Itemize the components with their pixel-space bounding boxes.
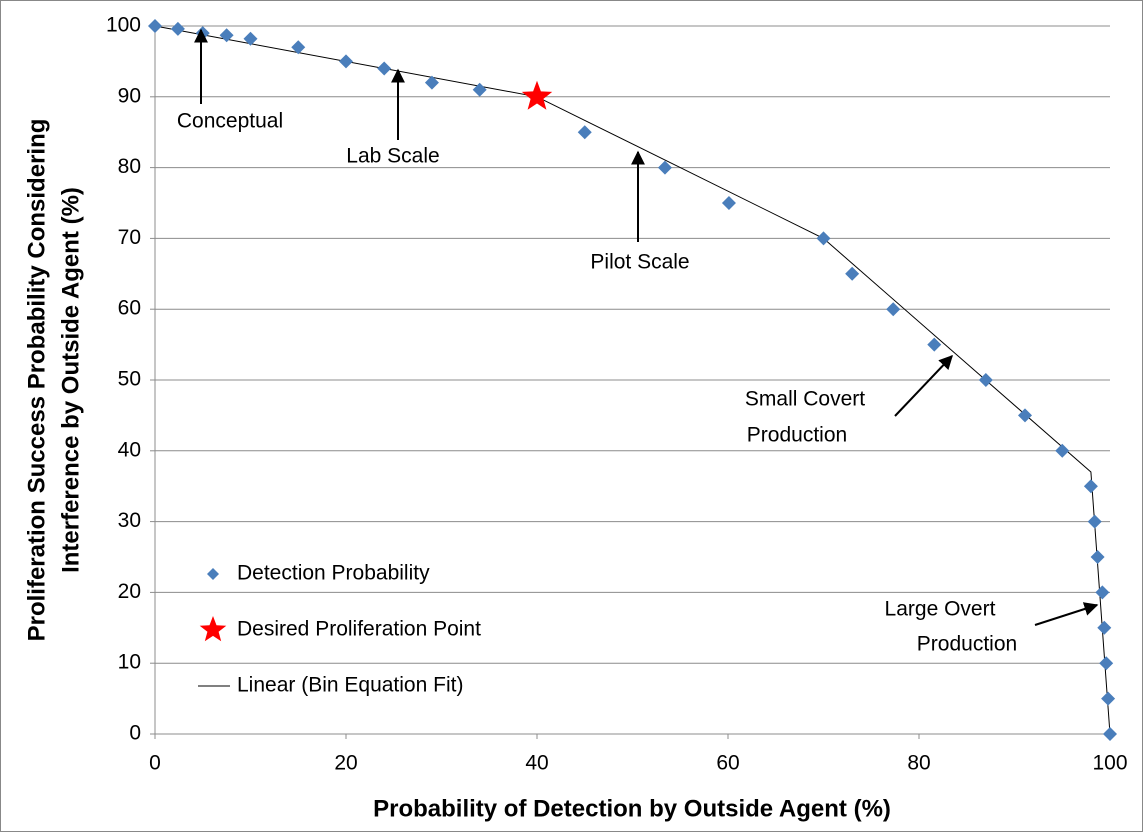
x-tick-label: 100	[1092, 752, 1127, 775]
diamond-point	[816, 231, 831, 246]
y-axis-title-line: Interference by Outside Agent (%)	[57, 187, 84, 573]
x-axis-title: Probability of Detection by Outside Agen…	[373, 795, 891, 822]
diamond-point	[1083, 479, 1098, 494]
legend-swatch	[207, 568, 219, 580]
diamond-point	[243, 31, 258, 46]
legend-swatch	[199, 616, 227, 642]
diamond-point	[978, 373, 993, 387]
y-tick-label: 10	[118, 651, 141, 674]
x-tick-label: 20	[334, 752, 357, 775]
annotation: Production	[917, 633, 1017, 656]
y-tick-label: 80	[118, 155, 141, 178]
y-tick-label: 30	[118, 509, 141, 532]
diamond-point	[721, 196, 736, 210]
legend-label: Linear (Bin Equation Fit)	[237, 674, 463, 697]
diamond-point	[927, 337, 942, 352]
x-tick-label: 40	[525, 752, 548, 775]
y-tick-label: 40	[118, 438, 141, 461]
diamond-point	[148, 19, 162, 33]
legend-label: Desired Proliferation Point	[237, 618, 481, 641]
star-point	[521, 80, 553, 110]
diamond-point	[291, 40, 306, 55]
annotation: Conceptual	[177, 110, 283, 133]
diamond-point	[1090, 550, 1105, 564]
y-tick-label: 50	[118, 368, 141, 391]
y-tick-label: 60	[118, 297, 141, 320]
diamond-point	[1087, 514, 1102, 529]
annotation: Small Covert	[745, 388, 865, 411]
diamond-point	[424, 75, 439, 90]
x-tick-label: 60	[716, 752, 739, 775]
y-tick-label: 0	[129, 722, 141, 745]
diamond-point	[886, 302, 901, 317]
diamond-point	[577, 125, 592, 140]
diamond-point	[170, 21, 185, 36]
y-axis-title-line: Proliferation Success Probability Consid…	[23, 119, 50, 642]
diamond-point	[1099, 656, 1114, 671]
diamond-point	[377, 61, 392, 76]
diamond-point	[1018, 408, 1033, 423]
annotation: Lab Scale	[346, 145, 439, 168]
y-tick-label: 100	[106, 14, 141, 37]
x-tick-label: 0	[149, 752, 161, 775]
annotation-arrow	[894, 354, 953, 417]
diamond-point	[1103, 727, 1117, 741]
diamond-point	[219, 28, 234, 43]
y-tick-label: 20	[118, 580, 141, 603]
diamond-point	[1101, 691, 1116, 706]
diamond-point	[1097, 620, 1112, 635]
annotation: Production	[747, 424, 847, 447]
annotation: Pilot Scale	[590, 251, 689, 274]
annotation-arrow	[1034, 602, 1099, 626]
y-tick-label: 90	[118, 84, 141, 107]
diamond-point	[339, 54, 353, 69]
diamond-point	[657, 160, 672, 175]
diamond-point	[1055, 443, 1070, 458]
y-tick-label: 70	[118, 226, 141, 249]
diamond-point	[472, 82, 487, 97]
diamond-point	[845, 266, 860, 281]
x-tick-label: 80	[907, 752, 930, 775]
diamond-point	[1095, 585, 1110, 600]
y-axis-title: Proliferation Success Probability Consid…	[23, 119, 84, 642]
annotation: Large Overt	[885, 598, 996, 621]
legend-label: Detection Probability	[237, 562, 430, 585]
